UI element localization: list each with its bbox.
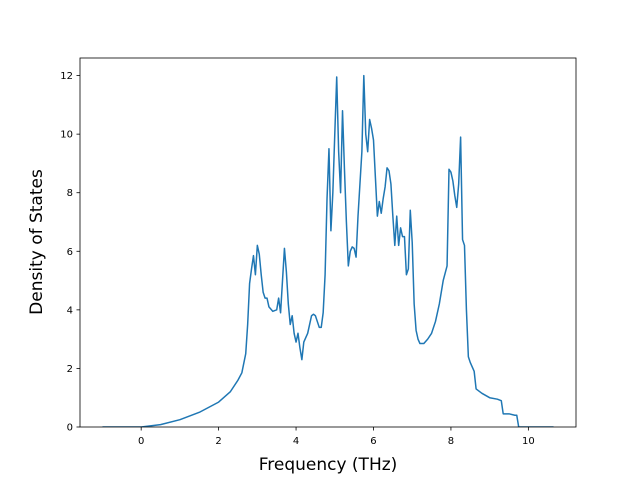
plot-frame <box>79 57 577 428</box>
x-tick-label: 10 <box>522 436 535 447</box>
x-axis-label: Frequency (THz) <box>259 455 398 475</box>
y-tick-label: 8 <box>67 188 73 199</box>
y-tick-label: 4 <box>67 305 73 316</box>
y-axis-label: Density of States <box>27 169 47 315</box>
x-tick-label: 0 <box>138 436 144 447</box>
x-tick-label: 6 <box>370 436 376 447</box>
y-tick-label: 6 <box>67 247 73 258</box>
y-tick-label: 2 <box>67 364 73 375</box>
y-tick-label: 0 <box>67 423 73 434</box>
x-tick-label: 4 <box>293 436 299 447</box>
y-tick-label: 10 <box>60 130 73 141</box>
line <box>102 74 554 427</box>
y-tick-label: 12 <box>60 71 73 82</box>
x-tick-label: 8 <box>448 436 454 447</box>
x-tick-label: 2 <box>215 436 221 447</box>
